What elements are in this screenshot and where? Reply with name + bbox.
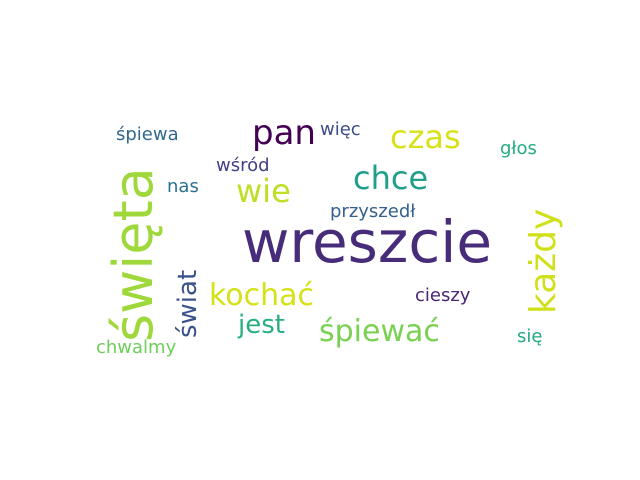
word-wie: wie <box>236 172 291 210</box>
word-czas: czas <box>390 118 461 156</box>
word-kochac: kochać <box>209 278 314 313</box>
word-glos: głos <box>500 138 537 159</box>
word-chce: chce <box>353 159 428 197</box>
word-wiec: więc <box>320 119 361 140</box>
word-chwalmy: chwalmy <box>96 337 177 358</box>
word-pan: pan <box>252 113 316 153</box>
word-nas: nas <box>167 176 199 197</box>
word-kazdy: każdy <box>523 209 564 314</box>
word-jest: jest <box>237 310 285 340</box>
word-sie: się <box>517 326 542 347</box>
word-spiewac: śpiewać <box>319 314 440 349</box>
word-wsrod: wśród <box>216 155 270 176</box>
word-spiewa: śpiewa <box>116 124 179 145</box>
word-cieszy: cieszy <box>415 285 471 306</box>
word-wreszcie: wreszcie <box>242 208 492 276</box>
word-swiat: świat <box>173 270 203 338</box>
word-swieta: święta <box>102 167 165 342</box>
word-przyszedl: przyszedł <box>330 201 416 222</box>
